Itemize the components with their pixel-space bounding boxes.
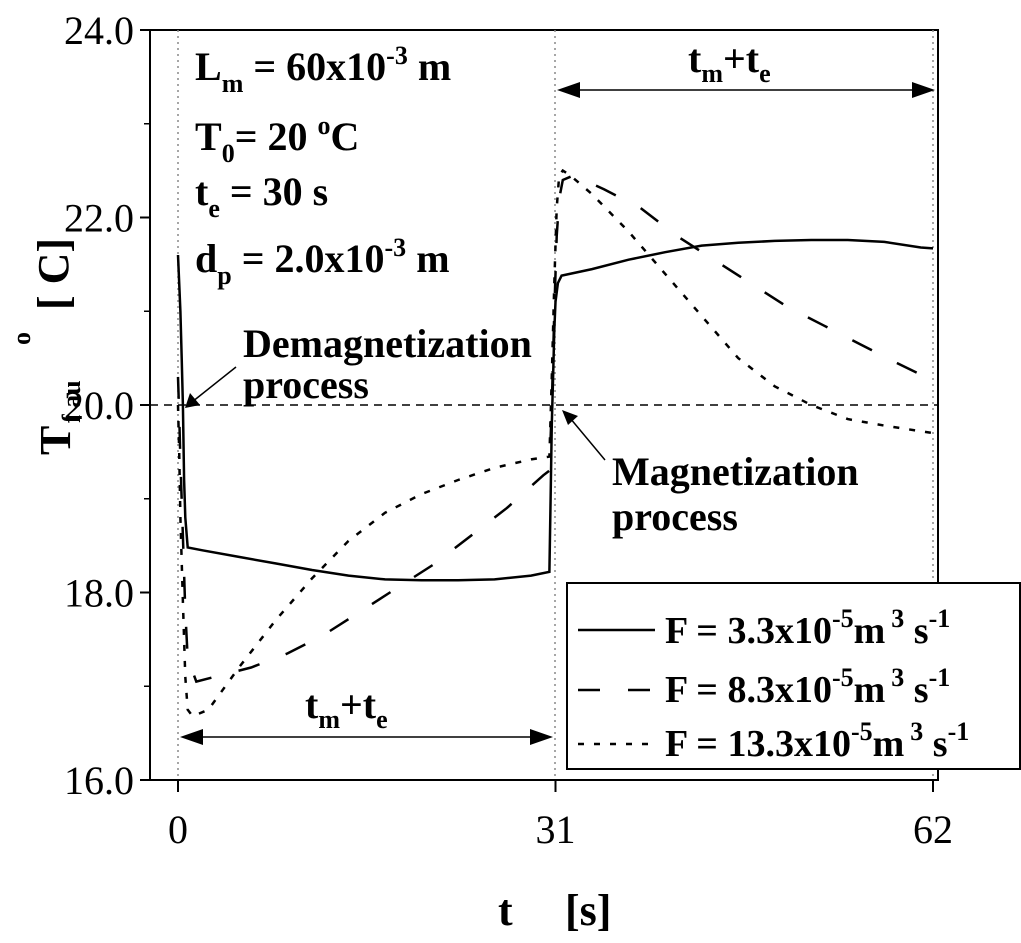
series-line-1: [176, 238, 934, 582]
interval-top-label: tm+te: [688, 36, 771, 88]
legend: F = 3.3x10-5m 3 s-1 F = 8.3x10-5m 3 s-1 F …: [566, 582, 1021, 770]
series-line-2: [176, 173, 934, 684]
series-line-3: [176, 168, 934, 718]
series-layer: [176, 168, 934, 718]
y-tick-label-4: 24.0: [64, 8, 134, 53]
x-tick-label-1: 31: [536, 807, 576, 852]
interval-bottom: tm+te: [180, 682, 553, 745]
x-axis-label-main: t: [498, 886, 513, 935]
y-tick-label-3: 22.0: [64, 196, 134, 241]
y-axis-label-sup: o: [7, 332, 36, 345]
legend-box: [566, 582, 1021, 770]
legend-label-3: F = 13.3x10-5m 3 s-1: [665, 717, 969, 765]
param-dp: dp = 2.0x10-3 m: [195, 233, 450, 290]
y-tick-label-2: 20.0: [64, 383, 134, 428]
tick-layer: 16.0 18.0 20.0 22.0 24.0 0 31 62: [64, 8, 953, 852]
legend-label-1: F = 3.3x10-5m 3 s-1: [665, 604, 950, 652]
demag-arrow: [191, 366, 237, 403]
parameter-block: Lm = 60x10-3 m T0= 20 oC te = 30 s dp = …: [195, 41, 451, 290]
mag-arrowhead: [562, 410, 578, 425]
demag-arrowhead: [185, 393, 200, 408]
y-tick-label-1: 18.0: [64, 571, 134, 616]
legend-label-2: F = 8.3x10-5m 3 s-1: [665, 663, 950, 711]
demag-label-line2: process: [243, 362, 369, 407]
demag-label-line1: Demagnetization: [243, 321, 532, 366]
x-axis-label-unit: [s]: [565, 886, 611, 935]
annotation-demagnetization: Demagnetization process: [185, 321, 532, 408]
interval-top: tm+te: [557, 36, 935, 98]
param-te: te = 30 s: [195, 169, 328, 223]
param-t0: T0= 20 oC: [195, 111, 359, 168]
mag-label-line2: process: [612, 494, 738, 539]
y-axis-label-main: T: [31, 426, 80, 455]
param-lm: Lm = 60x10-3 m: [195, 41, 451, 98]
mag-label-line1: Magnetization: [612, 449, 859, 494]
y-axis-label-unit: [ C]: [29, 238, 78, 310]
x-tick-label-2: 62: [913, 807, 953, 852]
interval-bottom-label: tm+te: [305, 682, 388, 734]
mag-arrow: [569, 417, 606, 461]
annotation-magnetization: Magnetization process: [562, 410, 859, 539]
y-tick-label-0: 16.0: [64, 758, 134, 803]
y-axis-label: T f au [ C] o: [7, 238, 86, 455]
x-tick-label-0: 0: [168, 807, 188, 852]
y-axis-label-sub: f au: [57, 380, 86, 423]
